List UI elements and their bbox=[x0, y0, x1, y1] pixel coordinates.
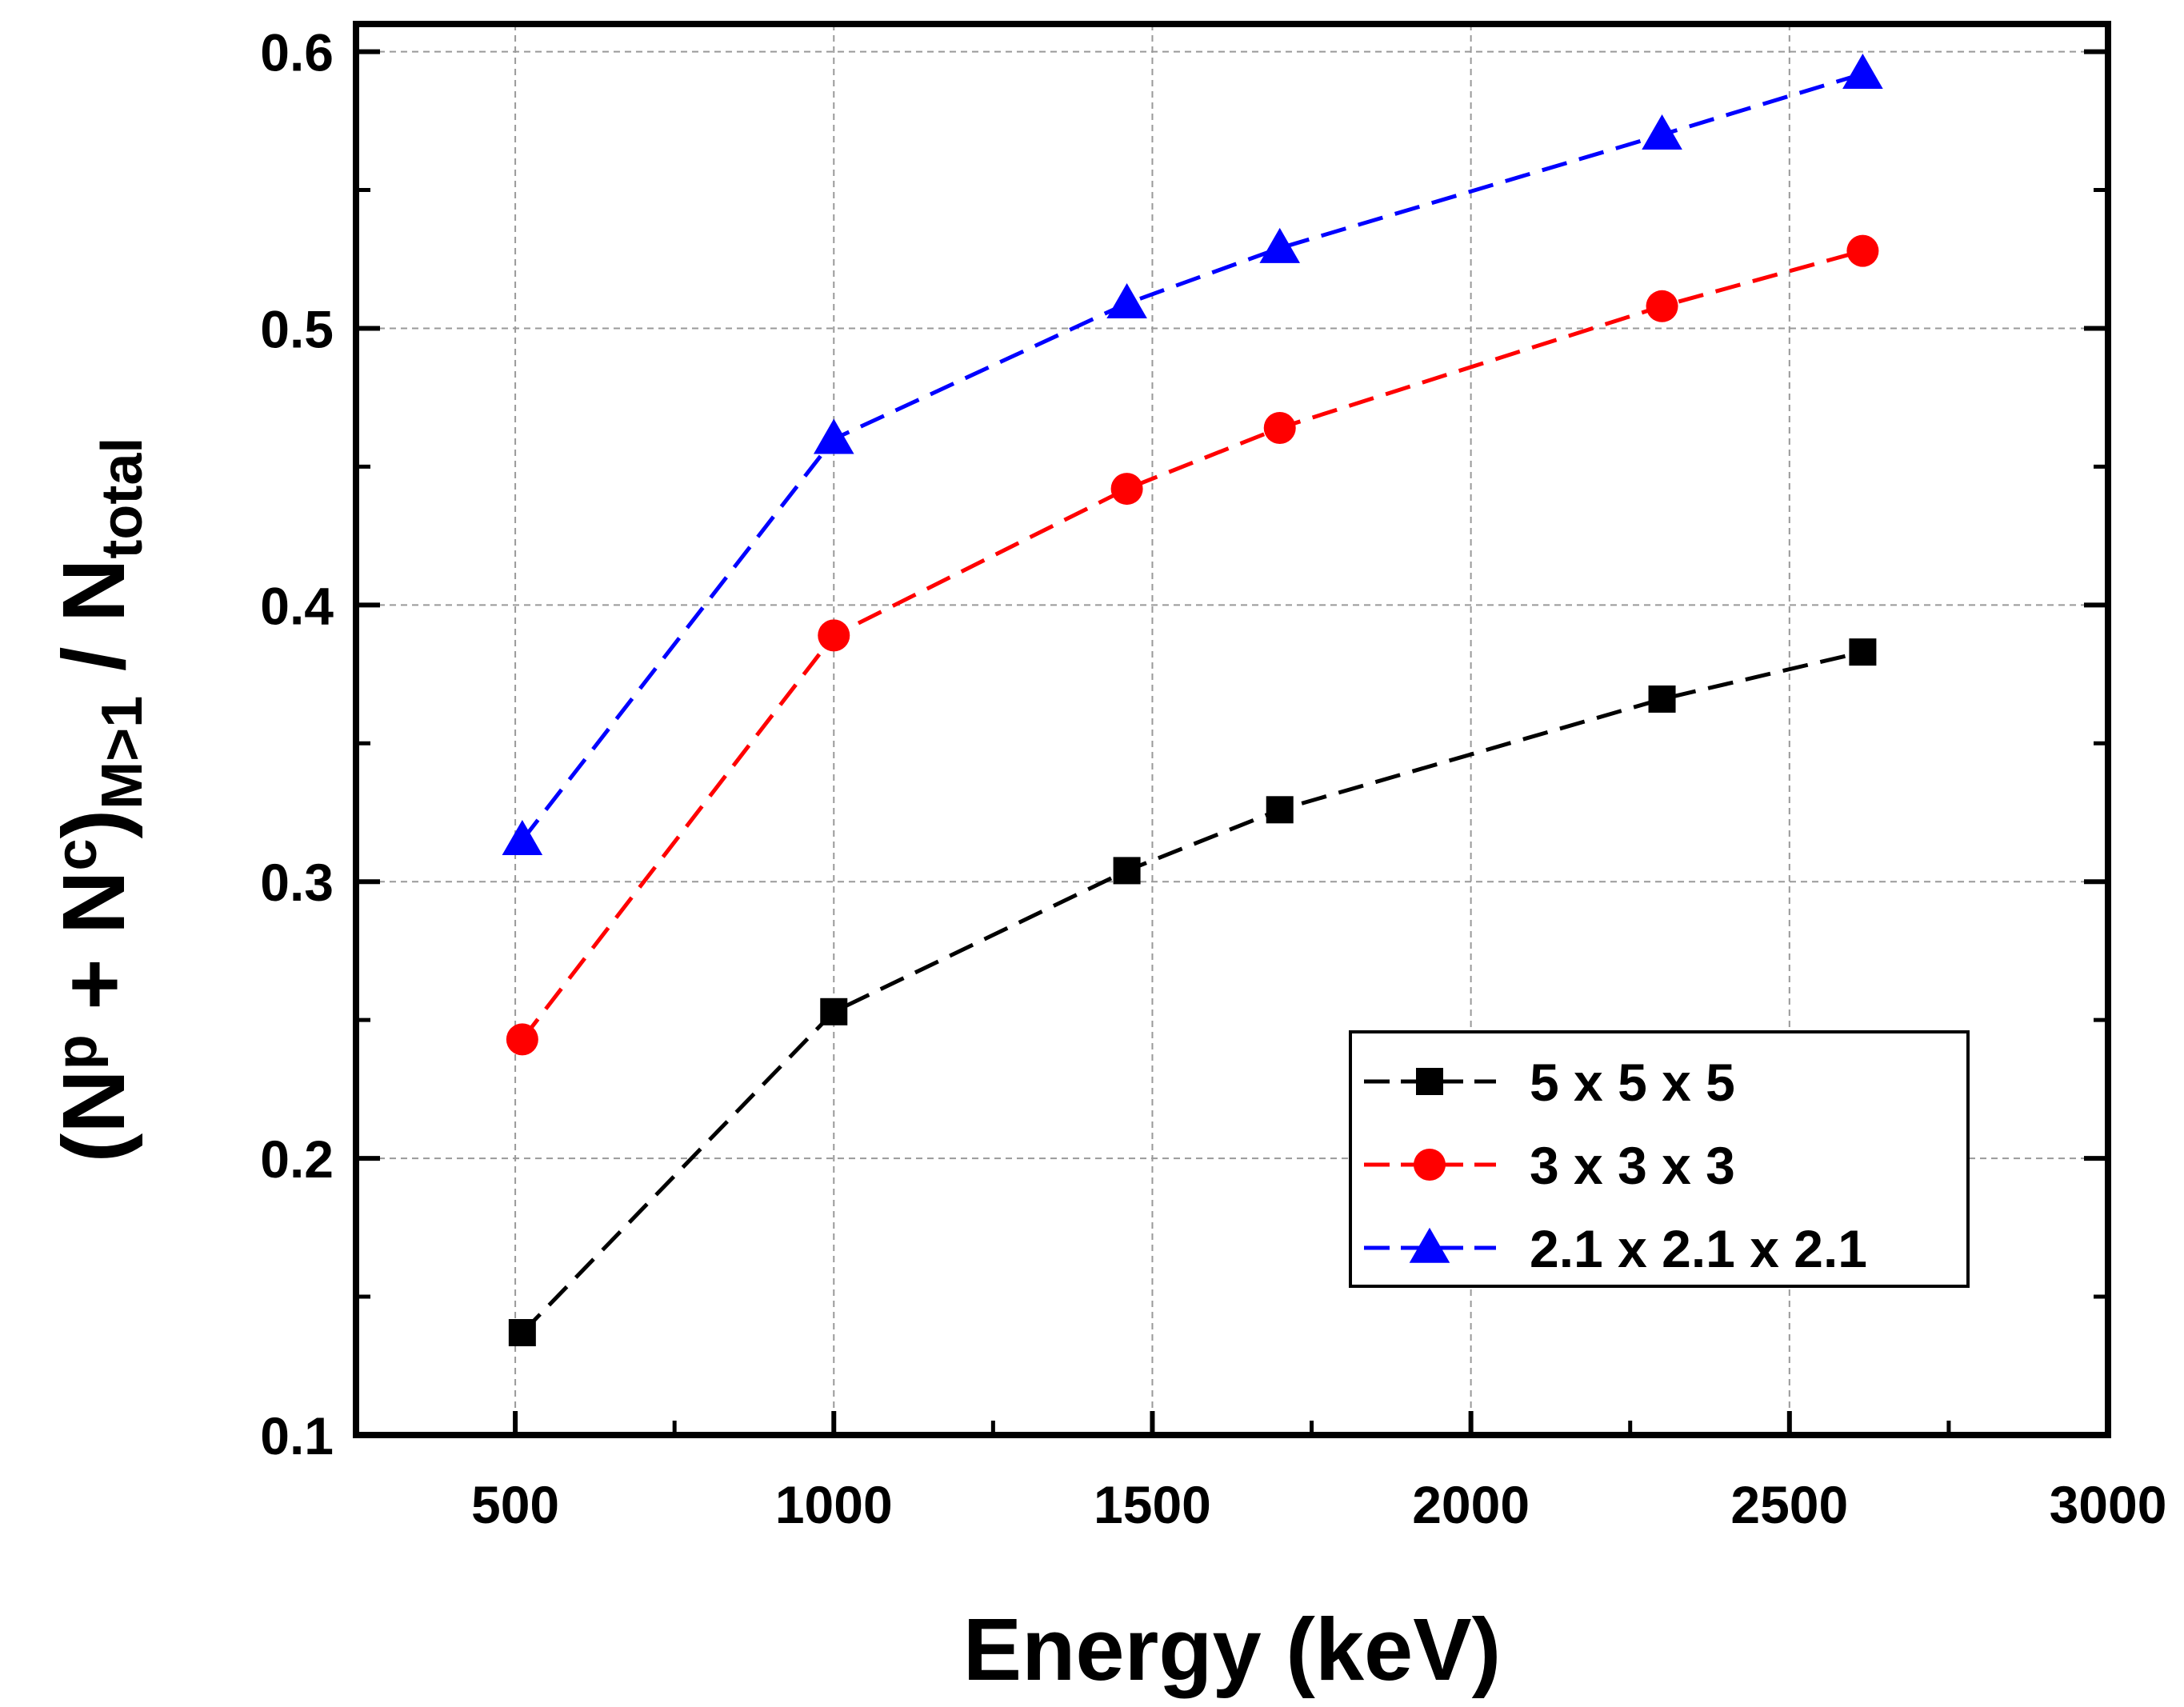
y-axis-title-open: (N bbox=[45, 1069, 143, 1162]
x-tick-label: 500 bbox=[471, 1475, 559, 1534]
data-point bbox=[506, 1023, 538, 1056]
x-tick-label: 3000 bbox=[2050, 1475, 2167, 1534]
data-point bbox=[818, 619, 850, 652]
legend-label: 2.1 x 2.1 x 2.1 bbox=[1530, 1219, 1867, 1278]
legend: 5 x 5 x 5 3 x 3 x 3 2.1 x 2.1 x 2.1 bbox=[1349, 1030, 1970, 1288]
axis-ticks bbox=[356, 49, 2110, 1437]
x-axis-title: Energy (keV) bbox=[963, 1601, 1501, 1699]
y-tick-label: 0.2 bbox=[260, 1129, 334, 1189]
series-layer bbox=[502, 53, 1883, 1347]
series-line bbox=[521, 650, 1863, 1334]
data-point bbox=[1648, 685, 1676, 713]
legend-marker bbox=[1409, 1227, 1450, 1263]
data-point bbox=[1642, 114, 1682, 150]
data-point bbox=[1846, 234, 1879, 267]
legend-item: 2.1 x 2.1 x 2.1 bbox=[1364, 1219, 1867, 1278]
y-axis-title-sub-m: M>1 bbox=[90, 696, 154, 810]
data-point bbox=[1106, 283, 1147, 319]
series-line bbox=[520, 249, 1864, 1041]
legend-label: 3 x 3 x 3 bbox=[1530, 1136, 1735, 1195]
data-point bbox=[1266, 796, 1294, 824]
y-tick-label: 0.6 bbox=[260, 23, 334, 82]
y-axis-title-plus: + N bbox=[45, 871, 143, 1035]
legend-marker bbox=[1414, 1149, 1446, 1181]
legend-label: 5 x 5 x 5 bbox=[1530, 1053, 1735, 1112]
y-axis-title-close: ) bbox=[45, 810, 143, 839]
x-tick-label: 1500 bbox=[1094, 1475, 1211, 1534]
data-point bbox=[820, 997, 848, 1025]
x-tick-label: 2000 bbox=[1412, 1475, 1530, 1534]
x-tick-labels: 500 1000 1500 2000 2500 3000 bbox=[471, 1475, 2166, 1534]
y-tick-label: 0.4 bbox=[260, 576, 334, 635]
series-2 bbox=[506, 234, 1879, 1056]
y-axis-title-slash: / N bbox=[45, 559, 143, 696]
legend-item: 3 x 3 x 3 bbox=[1364, 1136, 1735, 1195]
series-line bbox=[520, 71, 1864, 842]
y-axis-title-sub-total: total bbox=[90, 438, 154, 559]
y-tick-labels: 0.1 0.2 0.3 0.4 0.5 0.6 bbox=[260, 23, 334, 1465]
data-point bbox=[1842, 53, 1883, 89]
grid-lines bbox=[356, 24, 2108, 1435]
data-point bbox=[1110, 473, 1143, 506]
y-axis-title-sup-c: c bbox=[45, 838, 109, 870]
data-point bbox=[813, 418, 854, 454]
data-point bbox=[508, 1319, 536, 1347]
plot-frame bbox=[353, 21, 2111, 1438]
y-axis-title: (Np + Nc)M>1 / Ntotal bbox=[45, 438, 154, 1163]
x-tick-label: 2500 bbox=[1730, 1475, 1848, 1534]
data-point bbox=[1113, 857, 1141, 885]
data-point bbox=[1646, 290, 1678, 322]
y-tick-label: 0.1 bbox=[260, 1406, 334, 1465]
y-tick-label: 0.5 bbox=[260, 299, 334, 358]
data-point bbox=[502, 820, 543, 856]
y-tick-label: 0.3 bbox=[260, 853, 334, 912]
series-3 bbox=[502, 53, 1883, 856]
legend-item: 5 x 5 x 5 bbox=[1364, 1053, 1735, 1112]
data-point bbox=[1263, 411, 1296, 444]
data-point bbox=[1849, 638, 1877, 666]
data-point bbox=[1259, 227, 1301, 263]
y-axis-title-sup-p: p bbox=[45, 1034, 109, 1069]
series-1 bbox=[508, 638, 1877, 1347]
legend-box bbox=[1349, 1030, 1970, 1288]
x-tick-label: 1000 bbox=[775, 1475, 893, 1534]
legend-marker bbox=[1416, 1068, 1443, 1095]
legend-items: 5 x 5 x 5 3 x 3 x 3 2.1 x 2.1 x 2.1 bbox=[1364, 1053, 1867, 1278]
